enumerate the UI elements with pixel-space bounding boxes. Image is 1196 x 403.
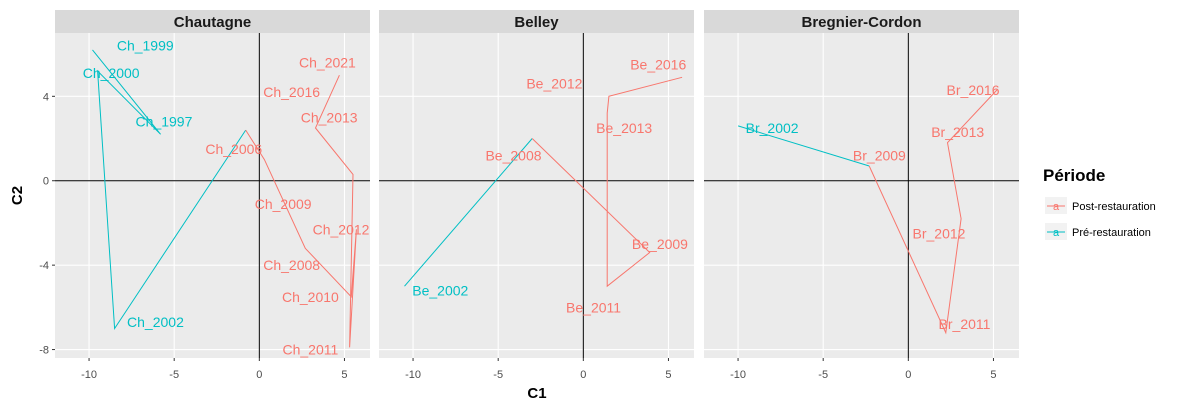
point-label: Br_2012 xyxy=(913,225,966,241)
legend-label: Post-restauration xyxy=(1072,201,1156,213)
legend-key-symbol: a xyxy=(1053,201,1060,213)
point-label: Br_2009 xyxy=(853,147,906,163)
facet-strip xyxy=(379,10,694,33)
point-label: Be_2013 xyxy=(596,120,652,136)
legend-key-symbol: a xyxy=(1053,227,1060,239)
point-label: Be_2008 xyxy=(485,147,541,163)
panel-background xyxy=(379,33,694,358)
x-axis-title: C1 xyxy=(527,385,546,402)
point-label: Ch_2011 xyxy=(283,342,339,358)
y-tick-label: -4 xyxy=(39,260,49,272)
panel-chautagne: Chautagne -10 -5 0 5 xyxy=(55,10,370,381)
y-tick-label: -8 xyxy=(39,345,49,357)
x-tick-label: -10 xyxy=(730,369,746,381)
point-label: Be_2009 xyxy=(632,236,688,252)
y-tick-label: 0 xyxy=(43,176,49,188)
point-label: Ch_2010 xyxy=(282,289,339,305)
x-tick-label: -10 xyxy=(81,369,97,381)
point-label: Ch_2013 xyxy=(301,109,358,125)
x-tick-label: 0 xyxy=(905,369,911,381)
point-label: Ch_2006 xyxy=(205,141,262,157)
x-tick-label: 0 xyxy=(580,369,586,381)
x-tick-label: -5 xyxy=(169,369,179,381)
point-label: Ch_2002 xyxy=(127,314,184,330)
y-tick-label: 4 xyxy=(43,91,49,103)
point-label: Ch_2008 xyxy=(263,257,320,273)
point-label: Br_2011 xyxy=(939,316,991,332)
legend-label: Pré-restauration xyxy=(1072,227,1151,239)
point-label: Be_2016 xyxy=(630,57,686,73)
x-tick-label: 0 xyxy=(256,369,262,381)
panel-background xyxy=(704,33,1019,358)
point-label: Br_2016 xyxy=(947,82,1000,98)
x-tick-label: -10 xyxy=(405,369,421,381)
panel-background xyxy=(55,33,370,358)
legend-title: Période xyxy=(1043,166,1105,185)
panel-belley: Belley -10 -5 0 5 xyxy=(379,10,694,381)
point-label: Ch_2000 xyxy=(83,65,140,81)
series-line xyxy=(245,74,357,348)
series-line xyxy=(92,49,247,331)
facet-strip-title: Bregnier-Cordon xyxy=(802,14,922,31)
point-label: Ch_2009 xyxy=(255,196,312,212)
point-label: Ch_1999 xyxy=(117,38,174,54)
x-tick-label: -5 xyxy=(493,369,503,381)
series-line xyxy=(404,138,533,287)
facet-strip xyxy=(704,10,1019,33)
point-label: Ch_2021 xyxy=(299,55,356,71)
series-line xyxy=(531,76,683,288)
point-label: Br_2002 xyxy=(746,120,799,136)
series-line xyxy=(868,89,998,335)
facet-strip xyxy=(55,10,370,33)
x-tick-label: 5 xyxy=(665,369,671,381)
series-line xyxy=(737,125,870,167)
point-label: Br_2013 xyxy=(931,124,984,140)
point-label: Be_2012 xyxy=(526,76,582,92)
x-tick-label: -5 xyxy=(818,369,828,381)
x-tick-label: 5 xyxy=(341,369,347,381)
panel-bregnier-cordon: Bregnier-Cordon -10 -5 0 5 xyxy=(704,10,1019,381)
facet-strip-title: Belley xyxy=(514,14,559,31)
point-label: Ch_2012 xyxy=(313,221,370,237)
facet-strip-title: Chautagne xyxy=(174,14,252,31)
x-tick-label: 5 xyxy=(990,369,996,381)
y-axis-title: C2 xyxy=(9,186,26,205)
point-label: Be_2002 xyxy=(412,282,468,298)
point-label: Ch_2016 xyxy=(263,84,320,100)
point-label: Ch_1997 xyxy=(136,114,193,130)
point-label: Be_2011 xyxy=(566,299,621,315)
